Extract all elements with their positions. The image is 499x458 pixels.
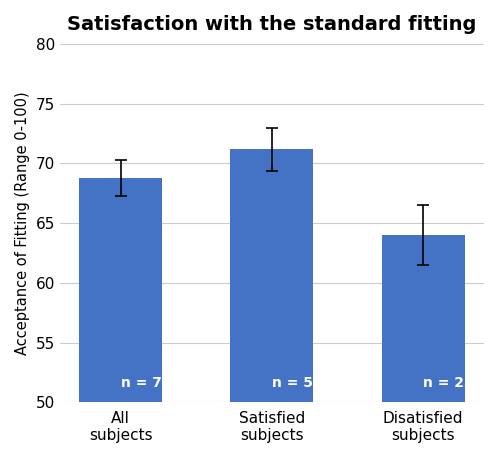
Title: Satisfaction with the standard fitting: Satisfaction with the standard fitting bbox=[67, 15, 477, 34]
Text: n = 55: n = 55 bbox=[272, 376, 323, 390]
Y-axis label: Acceptance of Fitting (Range 0-100): Acceptance of Fitting (Range 0-100) bbox=[15, 91, 30, 355]
Text: n = 23: n = 23 bbox=[423, 376, 474, 390]
Bar bbox=[382, 235, 465, 402]
Bar bbox=[231, 149, 313, 402]
Text: n = 78: n = 78 bbox=[121, 376, 171, 390]
Bar bbox=[79, 178, 162, 402]
